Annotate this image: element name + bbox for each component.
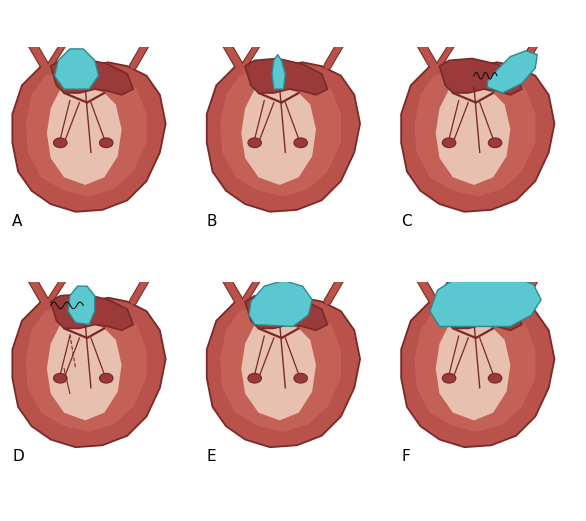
Ellipse shape (100, 138, 113, 147)
Polygon shape (220, 307, 341, 432)
Polygon shape (414, 72, 536, 196)
Polygon shape (47, 87, 121, 185)
Polygon shape (249, 280, 312, 327)
Polygon shape (488, 51, 537, 93)
Text: E: E (207, 450, 216, 464)
Ellipse shape (53, 138, 67, 147)
Polygon shape (241, 87, 316, 185)
Polygon shape (435, 87, 510, 185)
Polygon shape (207, 63, 360, 212)
Polygon shape (435, 322, 510, 420)
Polygon shape (68, 286, 95, 325)
Ellipse shape (442, 138, 456, 147)
Ellipse shape (488, 138, 502, 147)
Ellipse shape (248, 374, 261, 383)
Polygon shape (26, 72, 146, 196)
Polygon shape (245, 294, 328, 330)
Text: A: A (12, 214, 23, 229)
Polygon shape (50, 58, 133, 95)
Ellipse shape (248, 138, 261, 147)
Polygon shape (430, 273, 541, 327)
Text: F: F (401, 450, 410, 464)
Polygon shape (401, 63, 554, 212)
Text: D: D (12, 450, 24, 464)
Polygon shape (245, 58, 328, 95)
Polygon shape (220, 72, 341, 196)
Polygon shape (26, 307, 146, 432)
Text: B: B (207, 214, 217, 229)
Polygon shape (50, 294, 133, 330)
Ellipse shape (294, 374, 308, 383)
Ellipse shape (53, 374, 67, 383)
Ellipse shape (100, 374, 113, 383)
Polygon shape (47, 322, 121, 420)
Polygon shape (414, 307, 536, 432)
Text: C: C (401, 214, 412, 229)
Polygon shape (440, 294, 522, 330)
Polygon shape (272, 55, 285, 89)
Polygon shape (440, 58, 522, 95)
Polygon shape (207, 297, 360, 447)
Ellipse shape (442, 374, 456, 383)
Ellipse shape (488, 374, 502, 383)
Polygon shape (12, 297, 166, 447)
Polygon shape (12, 63, 166, 212)
Polygon shape (401, 297, 554, 447)
Polygon shape (241, 322, 316, 420)
Polygon shape (54, 49, 98, 89)
Ellipse shape (294, 138, 308, 147)
